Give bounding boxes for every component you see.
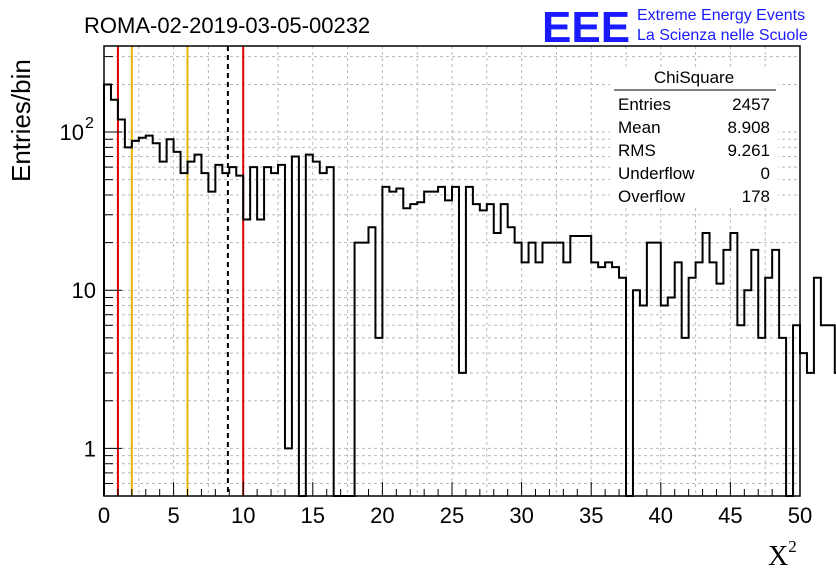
- eee-logo-line2: La Scienza nelle Scuole: [637, 27, 808, 44]
- y-tick-exponent: 2: [85, 115, 94, 132]
- stats-box: ChiSquare Entries 2457 Mean 8.908 RMS 9.261 Un…: [610, 68, 778, 208]
- x-tick-label: 5: [167, 503, 179, 528]
- eee-logo: EEE Extreme Energy Events La Scienza nel…: [542, 3, 808, 52]
- x-tick-label: 10: [231, 503, 255, 528]
- eee-logo-text: EEE: [542, 3, 630, 52]
- x-tick-label: 25: [440, 503, 464, 528]
- stats-row-value: 8.908: [727, 118, 770, 137]
- y-tick-label: 10: [72, 278, 96, 303]
- x-axis-label: X2: [768, 537, 797, 572]
- stats-row-value: 0: [761, 164, 770, 183]
- grid: [104, 46, 800, 496]
- x-tick-label: 35: [579, 503, 603, 528]
- stats-title: ChiSquare: [654, 68, 734, 87]
- y-axis-label: Entries/bin: [6, 59, 36, 182]
- stats-row-value: 2457: [732, 95, 770, 114]
- stats-row-label: RMS: [618, 141, 656, 160]
- x-tick-label: 40: [649, 503, 673, 528]
- x-tick-label: 45: [718, 503, 742, 528]
- x-tick-label: 50: [788, 503, 812, 528]
- reference-lines: [116, 46, 245, 496]
- chart-title: ROMA-02-2019-03-05-00232: [84, 13, 370, 38]
- stats-row-label: Mean: [618, 118, 661, 137]
- x-tick-label: 15: [301, 503, 325, 528]
- x-tick-label: 20: [370, 503, 394, 528]
- y-tick-label: 1: [84, 436, 96, 461]
- x-axis: 0 5 10 15 20 25 30 35 40 45 50: [98, 482, 812, 528]
- y-tick-label: 10: [60, 120, 84, 145]
- x-tick-label: 30: [509, 503, 533, 528]
- x-tick-label: 0: [98, 503, 110, 528]
- stats-row-label: Entries: [618, 95, 671, 114]
- histogram-series: [103, 83, 836, 497]
- stats-row-label: Underflow: [618, 164, 695, 183]
- stats-row-label: Overflow: [618, 187, 686, 206]
- eee-logo-line1: Extreme Energy Events: [637, 7, 805, 24]
- stats-row-value: 9.261: [727, 141, 770, 160]
- stats-box-bg: [610, 68, 778, 208]
- stats-row-value: 178: [742, 187, 770, 206]
